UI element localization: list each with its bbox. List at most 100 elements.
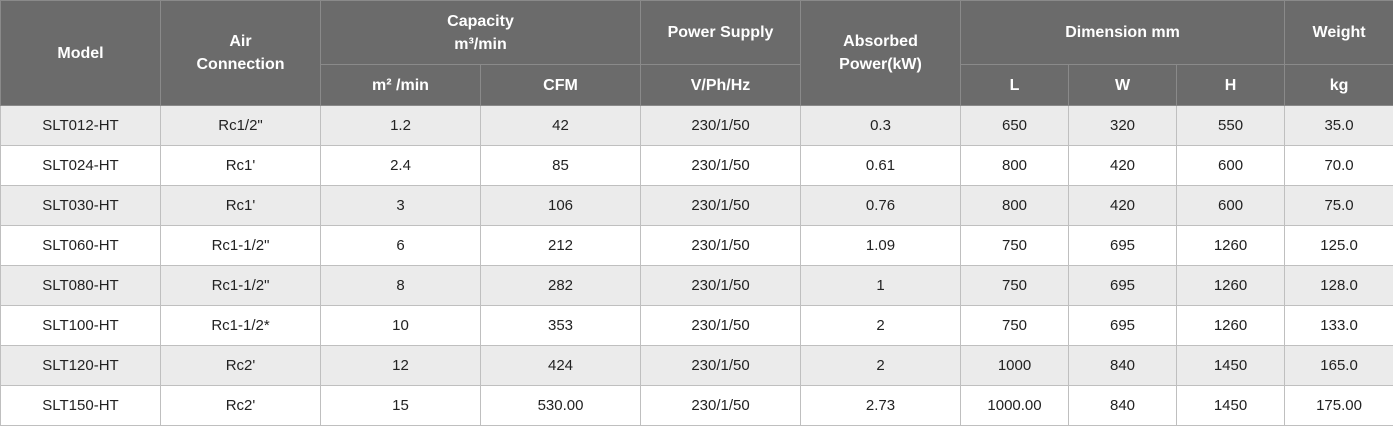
header-absorbed-power-line2: Power(kW) <box>839 56 922 73</box>
cell-model: SLT120-HT <box>0 345 161 386</box>
cell-model: SLT030-HT <box>0 185 161 226</box>
cell-capacity-m3: 2.4 <box>320 145 481 186</box>
cell-dim-w: 695 <box>1068 225 1178 266</box>
cell-power-supply: 230/1/50 <box>640 305 802 346</box>
table-body: SLT012-HT Rc1/2" 1.2 42 230/1/50 0.3 650 320 550… <box>0 105 1393 426</box>
cell-power-supply: 230/1/50 <box>640 225 802 266</box>
cell-air-connection: Rc1' <box>160 185 321 226</box>
cell-dim-h: 550 <box>1176 105 1286 146</box>
cell-capacity-m3: 6 <box>320 225 481 266</box>
cell-dim-h: 1450 <box>1176 385 1286 426</box>
cell-dim-l: 1000.00 <box>960 385 1070 426</box>
cell-weight: 70.0 <box>1284 145 1393 186</box>
header-model: Model <box>0 0 161 106</box>
table-row: SLT080-HT Rc1-1/2" 8 282 230/1/50 1 750 695 1260… <box>0 265 1393 306</box>
subheader-dim-l: L <box>960 64 1070 106</box>
cell-absorbed-power: 1.09 <box>800 225 962 266</box>
table-row: SLT150-HT Rc2' 15 530.00 230/1/50 2.73 1000.00… <box>0 385 1393 426</box>
cell-dim-l: 750 <box>960 225 1070 266</box>
subheader-capacity-cfm: CFM <box>479 64 642 106</box>
cell-dim-l: 1000 <box>960 345 1070 386</box>
cell-air-connection: Rc2' <box>160 345 321 386</box>
header-dimension: Dimension mm <box>960 0 1286 65</box>
cell-capacity-cfm: 353 <box>479 305 642 346</box>
cell-dim-h: 1260 <box>1176 265 1286 306</box>
cell-power-supply: 230/1/50 <box>640 145 802 186</box>
cell-weight: 128.0 <box>1284 265 1393 306</box>
cell-weight: 75.0 <box>1284 185 1393 226</box>
cell-capacity-cfm: 85 <box>479 145 642 186</box>
cell-air-connection: Rc1-1/2" <box>160 225 321 266</box>
cell-absorbed-power: 0.61 <box>800 145 962 186</box>
cell-air-connection: Rc2' <box>160 385 321 426</box>
cell-capacity-cfm: 424 <box>479 345 642 386</box>
cell-capacity-cfm: 106 <box>479 185 642 226</box>
cell-power-supply: 230/1/50 <box>640 105 802 146</box>
header-weight: Weight <box>1284 0 1393 65</box>
cell-dim-h: 600 <box>1176 185 1286 226</box>
cell-air-connection: Rc1/2" <box>160 105 321 146</box>
table-row: SLT012-HT Rc1/2" 1.2 42 230/1/50 0.3 650 320 550… <box>0 105 1393 146</box>
table-row: SLT100-HT Rc1-1/2* 10 353 230/1/50 2 750 695 126… <box>0 305 1393 346</box>
cell-model: SLT080-HT <box>0 265 161 306</box>
header-power-supply: Power Supply <box>640 0 802 65</box>
cell-absorbed-power: 2.73 <box>800 385 962 426</box>
cell-dim-w: 420 <box>1068 145 1178 186</box>
cell-dim-l: 750 <box>960 305 1070 346</box>
cell-dim-l: 800 <box>960 185 1070 226</box>
cell-dim-w: 695 <box>1068 265 1178 306</box>
cell-dim-h: 1260 <box>1176 305 1286 346</box>
cell-power-supply: 230/1/50 <box>640 345 802 386</box>
header-air-connection-line2: Connection <box>196 56 285 73</box>
cell-model: SLT150-HT <box>0 385 161 426</box>
cell-model: SLT024-HT <box>0 145 161 186</box>
cell-dim-w: 695 <box>1068 305 1178 346</box>
cell-dim-h: 1260 <box>1176 225 1286 266</box>
subheader-capacity-m3: m² /min <box>320 64 481 106</box>
cell-model: SLT100-HT <box>0 305 161 346</box>
cell-dim-l: 750 <box>960 265 1070 306</box>
cell-capacity-cfm: 42 <box>479 105 642 146</box>
cell-capacity-m3: 15 <box>320 385 481 426</box>
header-capacity: Capacity m³/min <box>319 0 642 65</box>
cell-air-connection: Rc1' <box>160 145 321 186</box>
cell-dim-l: 650 <box>960 105 1070 146</box>
table-header: Model Air Connection Capacity m³/min Pow… <box>0 0 1393 106</box>
cell-dim-h: 1450 <box>1176 345 1286 386</box>
header-air-connection-line1: Air <box>229 33 252 50</box>
table-row: SLT120-HT Rc2' 12 424 230/1/50 2 1000 840 1450 16… <box>0 345 1393 386</box>
cell-dim-w: 320 <box>1068 105 1178 146</box>
header-capacity-line2: m³/min <box>454 35 507 53</box>
cell-power-supply: 230/1/50 <box>640 185 802 226</box>
cell-absorbed-power: 0.3 <box>800 105 962 146</box>
subheader-power-units: V/Ph/Hz <box>640 64 802 106</box>
cell-capacity-cfm: 212 <box>479 225 642 266</box>
subheader-weight-unit: kg <box>1284 64 1393 106</box>
cell-dim-w: 840 <box>1068 385 1178 426</box>
cell-model: SLT012-HT <box>0 105 161 146</box>
header-absorbed-power-line1: Absorbed <box>843 33 918 50</box>
cell-dim-w: 420 <box>1068 185 1178 226</box>
cell-capacity-m3: 3 <box>320 185 481 226</box>
cell-capacity-m3: 8 <box>320 265 481 306</box>
cell-absorbed-power: 0.76 <box>800 185 962 226</box>
cell-capacity-cfm: 530.00 <box>479 385 642 426</box>
cell-power-supply: 230/1/50 <box>640 385 802 426</box>
cell-dim-l: 800 <box>960 145 1070 186</box>
table-row: SLT030-HT Rc1' 3 106 230/1/50 0.76 800 420 600 75… <box>0 185 1393 226</box>
cell-capacity-m3: 12 <box>320 345 481 386</box>
cell-weight: 125.0 <box>1284 225 1393 266</box>
table-row: SLT060-HT Rc1-1/2" 6 212 230/1/50 1.09 750 695 1… <box>0 225 1393 266</box>
header-capacity-line1: Capacity <box>447 12 514 30</box>
cell-dim-h: 600 <box>1176 145 1286 186</box>
cell-air-connection: Rc1-1/2" <box>160 265 321 306</box>
cell-weight: 175.00 <box>1284 385 1393 426</box>
header-absorbed-power: Absorbed Power(kW) <box>800 0 962 106</box>
table-row: SLT024-HT Rc1' 2.4 85 230/1/50 0.61 800 420 600 7… <box>0 145 1393 186</box>
cell-capacity-cfm: 282 <box>479 265 642 306</box>
subheader-dim-h: H <box>1176 64 1286 106</box>
cell-capacity-m3: 1.2 <box>320 105 481 146</box>
cell-air-connection: Rc1-1/2* <box>160 305 321 346</box>
cell-weight: 165.0 <box>1284 345 1393 386</box>
